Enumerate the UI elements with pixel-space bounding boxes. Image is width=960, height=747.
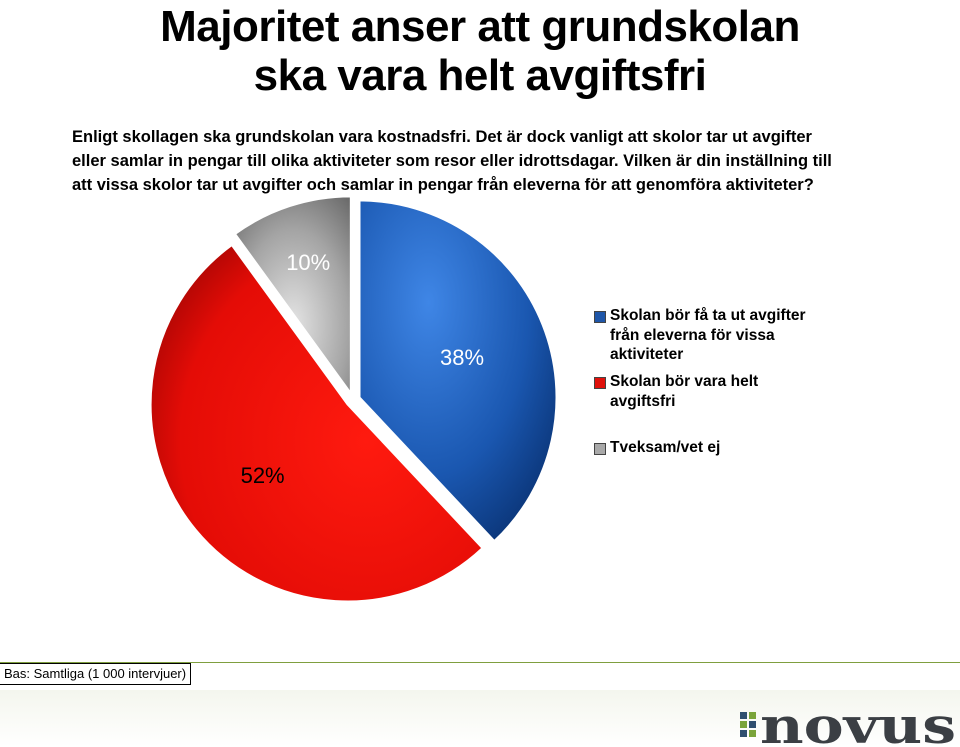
title-line-2: ska vara helt avgiftsfri (253, 51, 707, 100)
legend-swatch-red (594, 377, 606, 389)
slice-label-3: 10% (286, 250, 330, 275)
legend-swatch-blue (594, 311, 606, 323)
legend-label-avgifter: Skolan bör få ta ut avgifter från elever… (610, 307, 806, 363)
legend-label-tveksam: Tveksam/vet ej (610, 439, 721, 456)
logo-band (0, 690, 960, 747)
legend-swatch-gray (594, 443, 606, 455)
page-title: Majoritet anser att grundskolan ska vara… (0, 2, 960, 100)
footer-divider (0, 662, 960, 663)
legend-label-avgiftsfri: Skolan bör vara helt avgiftsfri (610, 373, 759, 410)
survey-question: Enligt skollagen ska grundskolan vara ko… (72, 128, 832, 194)
svg-text:novus: novus (760, 700, 956, 746)
title-line-1: Majoritet anser att grundskolan (160, 2, 800, 51)
slice-label-2: 52% (241, 463, 285, 488)
novus-logo: novus (740, 700, 956, 746)
pie-slice-avgiftsfri (149, 243, 484, 603)
slice-label-1: 38% (440, 345, 484, 370)
base-note: Bas: Samtliga (1 000 intervjuer) (0, 663, 192, 685)
pie-slice-tveksam (233, 195, 352, 397)
pie-slice-avgifter (358, 199, 558, 543)
